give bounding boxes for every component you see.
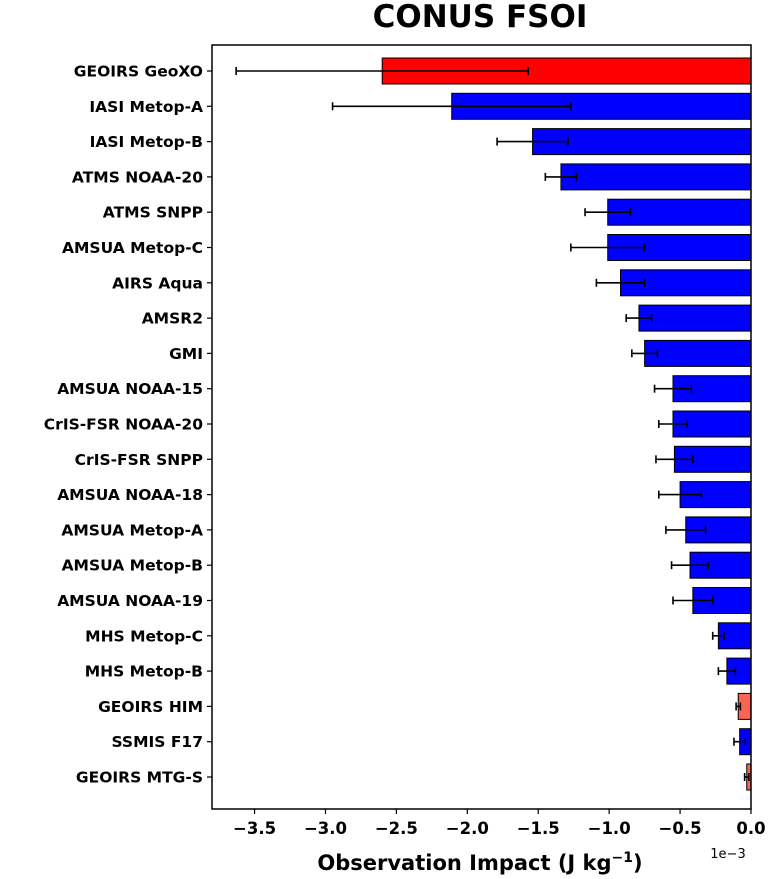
bar-3: [560, 163, 752, 191]
y-tick-label-2: IASI Metop-B: [90, 133, 203, 151]
x-axis-label-sup: −1: [612, 850, 633, 866]
x-offset-label: 1e−3: [710, 847, 745, 862]
x-tick-label-5: −1.0: [588, 819, 631, 838]
y-tick-label-14: AMSUA Metop-B: [62, 557, 203, 575]
error-bar-10: [658, 420, 688, 428]
error-bar-7: [625, 314, 653, 323]
x-tick-label-2: −2.5: [375, 819, 418, 838]
error-bar-12: [658, 490, 703, 499]
y-tick-label-0: GEOIRS GeoXO: [74, 63, 203, 81]
y-tick-label-20: GEOIRS MTG-S: [76, 769, 203, 787]
y-tick-label-13: AMSUA Metop-A: [61, 521, 203, 539]
error-bar-18: [735, 702, 742, 711]
x-tick-label-3: −2.0: [446, 819, 489, 838]
error-bar-0: [235, 67, 530, 75]
error-bar-15: [672, 596, 714, 605]
error-bar-4: [584, 208, 632, 217]
error-bar-9: [653, 384, 693, 393]
error-bar-20: [743, 773, 750, 781]
y-tick-label-1: IASI Metop-A: [89, 98, 203, 116]
error-bars-group: [235, 67, 750, 781]
y-tick-label-15: AMSUA NOAA-19: [57, 592, 203, 610]
y-tick-label-11: CrIS-FSR SNPP: [75, 451, 203, 469]
x-tick-label-6: −0.5: [659, 819, 702, 838]
y-tick-label-9: AMSUA NOAA-15: [57, 380, 203, 398]
error-bar-5: [570, 243, 646, 252]
chart-title: CONUS FSOI: [373, 0, 588, 35]
x-axis-label: Observation Impact (J kg−1): [317, 850, 642, 875]
y-tick-label-19: SSMIS F17: [111, 733, 203, 751]
y-tick-label-18: GEOIRS HIM: [98, 698, 203, 716]
y-tick-label-5: AMSUA Metop-C: [62, 239, 203, 257]
plot-frame: [211, 44, 752, 810]
y-tick-label-16: MHS Metop-C: [85, 627, 203, 645]
x-tick-label-7: 0.0: [736, 819, 765, 838]
y-tick-labels: GEOIRS GeoXO IASI Metop-A IASI Metop-B ATMS…: [44, 63, 212, 787]
error-bar-14: [670, 561, 710, 570]
y-tick-label-12: AMSUA NOAA-18: [57, 486, 203, 504]
error-bar-19: [733, 737, 747, 746]
error-bar-2: [496, 137, 569, 146]
bar-2: [532, 128, 752, 156]
y-tick-label-7: AMSR2: [142, 310, 203, 328]
x-tick-label-4: −1.5: [517, 819, 560, 838]
error-bar-3: [544, 172, 578, 181]
y-tick-label-3: ATMS NOAA-20: [72, 168, 203, 186]
y-tick-label-6: AIRS Aqua: [112, 274, 203, 292]
error-bar-13: [665, 525, 707, 534]
error-bar-11: [655, 455, 694, 464]
bar-8: [644, 339, 752, 367]
x-tick-label-0: −3.5: [233, 819, 276, 838]
x-axis-label-close: ): [633, 851, 643, 875]
y-tick-label-4: ATMS SNPP: [103, 204, 203, 222]
bar-7: [638, 304, 752, 332]
y-tick-label-8: GMI: [169, 345, 203, 363]
y-tick-label-10: CrIS-FSR NOAA-20: [44, 416, 203, 434]
x-ticks: −3.5 −3.0 −2.5 −2.0 −1.5 −1.0 −0.5 0.0: [233, 809, 766, 838]
error-bar-16: [711, 631, 725, 640]
y-tick-label-17: MHS Metop-B: [85, 663, 203, 681]
error-bar-8: [631, 349, 659, 358]
bars-group: [381, 57, 752, 791]
error-bar-1: [331, 102, 572, 111]
error-bar-17: [717, 667, 737, 676]
error-bar-6: [595, 278, 646, 287]
x-tick-label-1: −3.0: [304, 819, 347, 838]
x-axis-label-main: Observation Impact (J kg: [317, 851, 611, 875]
